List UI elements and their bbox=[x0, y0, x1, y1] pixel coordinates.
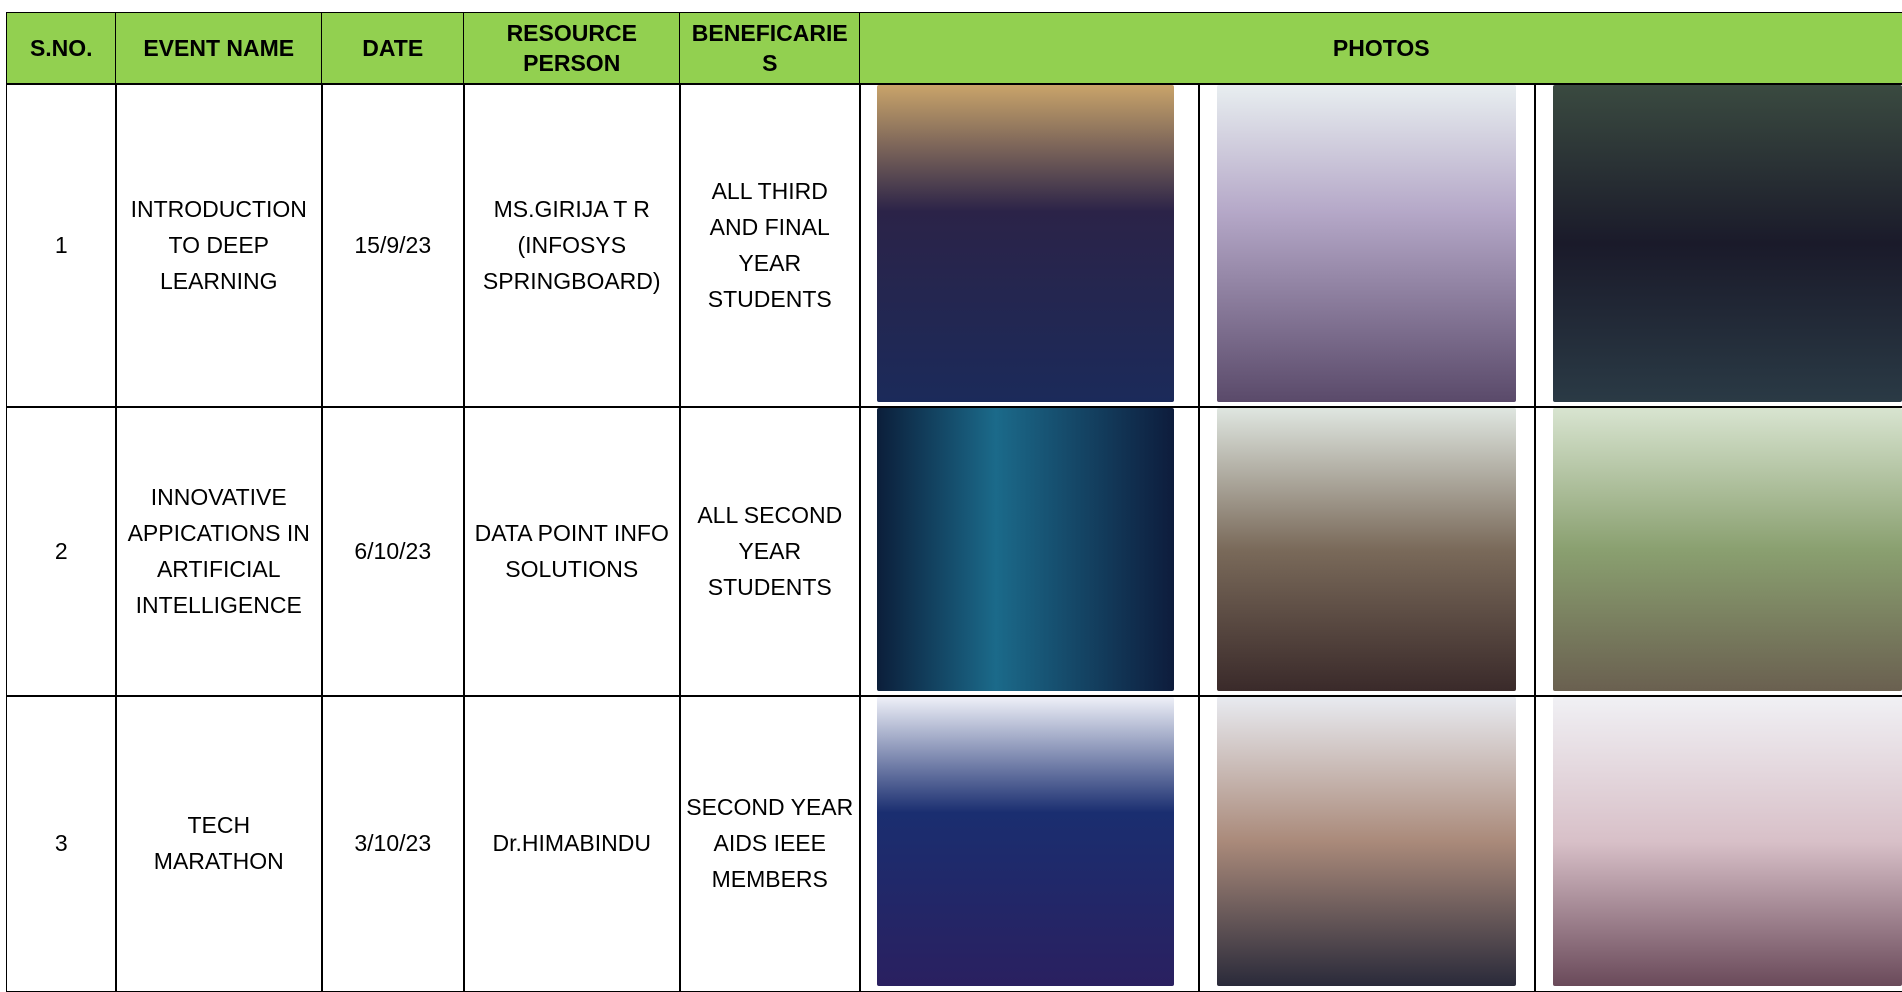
table-cell: INNOVATIVE APPICATIONS IN ARTIFICIAL INT… bbox=[115, 406, 323, 697]
table-cell: TECH MARATHON bbox=[115, 695, 323, 992]
photo-divider bbox=[1198, 83, 1200, 408]
event-photo bbox=[1553, 697, 1902, 986]
event-photo bbox=[1217, 85, 1516, 402]
photo-divider bbox=[1198, 695, 1200, 992]
event-photo bbox=[1553, 85, 1902, 402]
photos-cell bbox=[859, 83, 1902, 408]
header-cell: EVENT NAME bbox=[115, 12, 323, 85]
photo-divider bbox=[1534, 83, 1536, 408]
table-cell: 6/10/23 bbox=[321, 406, 465, 697]
photo-divider bbox=[1534, 695, 1536, 992]
table-cell: Dr.HIMABINDU bbox=[463, 695, 681, 992]
header-cell: BENEFICARIES bbox=[679, 12, 861, 85]
event-photo bbox=[877, 85, 1174, 402]
table-cell: ALL THIRD AND FINAL YEAR STUDENTS bbox=[679, 83, 861, 408]
table-cell: DATA POINT INFO SOLUTIONS bbox=[463, 406, 681, 697]
table-cell: ALL SECOND YEAR STUDENTS bbox=[679, 406, 861, 697]
photos-cell bbox=[859, 406, 1902, 697]
table-cell: 2 bbox=[6, 406, 117, 697]
event-photo bbox=[877, 697, 1174, 986]
table-cell: 15/9/23 bbox=[321, 83, 465, 408]
header-cell: DATE bbox=[321, 12, 465, 85]
table-cell: 3 bbox=[6, 695, 117, 992]
table-cell: MS.GIRIJA T R (INFOSYS SPRINGBOARD) bbox=[463, 83, 681, 408]
event-photo bbox=[1217, 697, 1516, 986]
photo-divider bbox=[1534, 406, 1536, 697]
table-cell: 1 bbox=[6, 83, 117, 408]
table-cell: SECOND YEAR AIDS IEEE MEMBERS bbox=[679, 695, 861, 992]
header-cell: PHOTOS bbox=[859, 12, 1902, 85]
header-cell: S.NO. bbox=[6, 12, 117, 85]
event-photo bbox=[1553, 408, 1902, 691]
photo-divider bbox=[1198, 406, 1200, 697]
table-cell: 3/10/23 bbox=[321, 695, 465, 992]
header-cell: RESOURCE PERSON bbox=[463, 12, 681, 85]
event-photo bbox=[877, 408, 1174, 691]
table-cell: INTRODUCTION TO DEEP LEARNING bbox=[115, 83, 323, 408]
event-photo bbox=[1217, 408, 1516, 691]
